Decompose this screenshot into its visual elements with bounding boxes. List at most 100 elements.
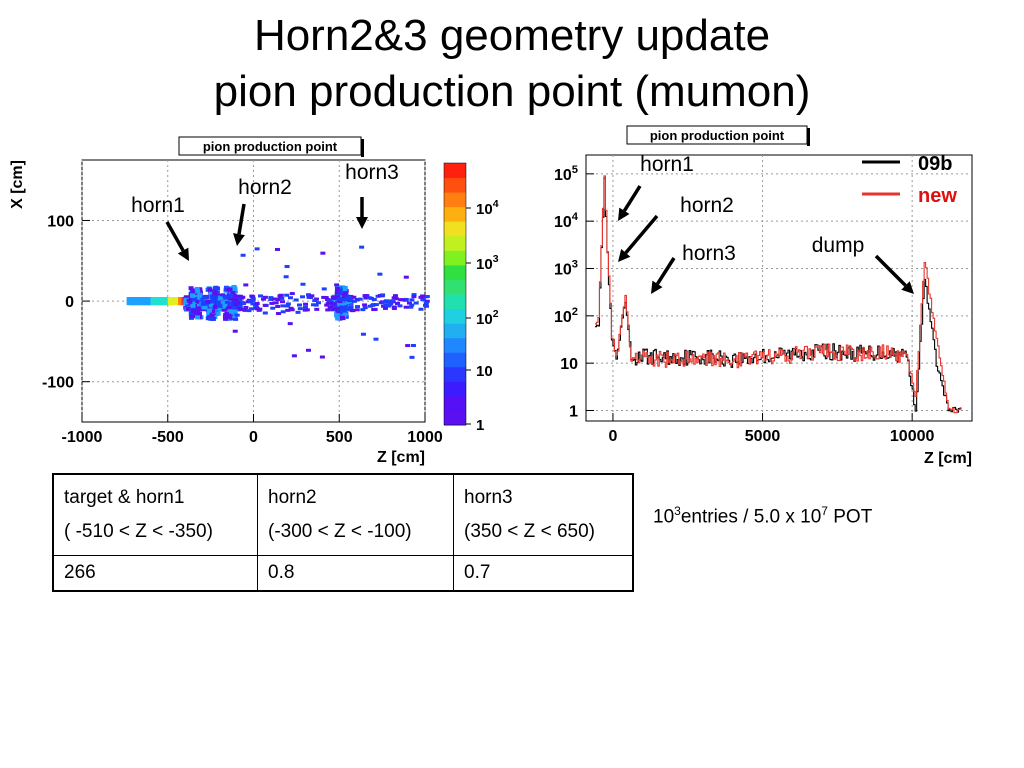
colorbar-label: 10 xyxy=(476,363,493,380)
heat-cell xyxy=(220,301,226,306)
x-tick-label: 5000 xyxy=(745,428,781,445)
legend-label: 09b xyxy=(918,153,952,175)
heat-cell xyxy=(340,286,346,291)
annotation-label: horn2 xyxy=(238,176,292,199)
heat-cell xyxy=(199,300,205,305)
heat-cell xyxy=(130,297,136,306)
heat-cell xyxy=(379,300,385,304)
heat-cell xyxy=(183,295,189,300)
heat-cell xyxy=(336,302,342,307)
heat-cell xyxy=(330,307,336,312)
heat-cell xyxy=(262,311,268,315)
x-tick-label: 0 xyxy=(249,429,258,446)
heat-cell xyxy=(195,310,201,315)
heat-cell xyxy=(331,301,337,306)
heat-cell xyxy=(332,304,338,309)
series-line-09b xyxy=(594,177,962,413)
heat-cell xyxy=(215,304,221,309)
heat-cell xyxy=(215,307,221,312)
heat-cell xyxy=(335,294,341,298)
heat-cell xyxy=(335,297,341,302)
heat-cell xyxy=(371,298,377,302)
heat-cell xyxy=(332,298,338,303)
heat-cell xyxy=(221,308,227,312)
heat-cell xyxy=(360,308,366,312)
heat-cell xyxy=(403,305,409,309)
heat-cell xyxy=(279,296,285,300)
heat-cell xyxy=(192,314,198,319)
heat-cell xyxy=(202,296,208,301)
heat-cell xyxy=(200,299,206,304)
heat-cell xyxy=(186,306,192,311)
heat-cell xyxy=(333,299,339,304)
heat-cell xyxy=(195,301,201,306)
heat-cell xyxy=(185,298,191,303)
header-range: (-300 < Z < -100) xyxy=(268,521,412,542)
heat-cell xyxy=(235,301,241,306)
heat-cell xyxy=(275,304,281,308)
heat-cell xyxy=(342,290,348,295)
y-tick-label: 104 xyxy=(554,211,579,231)
heat-cell xyxy=(202,300,208,305)
heat-cell xyxy=(235,296,241,301)
heat-cell xyxy=(237,306,243,311)
heat-cell xyxy=(344,297,350,302)
heat-cell xyxy=(202,295,208,300)
heat-cell xyxy=(214,291,220,296)
heat-cell xyxy=(200,297,206,302)
heat-cell xyxy=(206,300,212,305)
heat-cell xyxy=(230,286,236,291)
heat-cell xyxy=(129,297,135,306)
heat-cell xyxy=(275,298,281,302)
heat-cell xyxy=(336,310,342,315)
heat-cell xyxy=(285,308,291,312)
heat-cell xyxy=(348,303,354,308)
heat-cell xyxy=(342,287,348,292)
heat-cell xyxy=(187,300,193,305)
heat-cell xyxy=(341,290,347,295)
heat-cell xyxy=(219,295,225,300)
heat-cell xyxy=(220,305,226,310)
heat-cell xyxy=(219,296,225,301)
heat-cell xyxy=(193,294,199,299)
heat-cell xyxy=(364,294,370,298)
heat-cell xyxy=(231,314,237,319)
heat-cell xyxy=(234,302,240,307)
heat-cell xyxy=(336,308,342,313)
heat-cell xyxy=(204,299,210,304)
annotation-arrow-head xyxy=(901,281,914,294)
heat-cell xyxy=(240,295,246,299)
legend: 09b new xyxy=(862,153,957,207)
heat-cell xyxy=(202,295,208,300)
heat-cell xyxy=(224,288,230,293)
heat-cell xyxy=(202,299,208,304)
heat-cell xyxy=(189,293,195,298)
heat-cell xyxy=(239,307,245,311)
heat-cell xyxy=(219,302,225,307)
heat-cell xyxy=(331,296,337,301)
heat-cell xyxy=(227,289,233,294)
heat-cell xyxy=(223,299,229,304)
heat-cell xyxy=(221,301,227,306)
heat-cell xyxy=(346,300,352,305)
heat-cell xyxy=(190,306,196,311)
heat-cell xyxy=(214,301,220,306)
table-cell: 266 xyxy=(52,555,258,592)
heat-cell xyxy=(335,309,341,314)
heat-cell xyxy=(220,296,226,301)
heat-cell xyxy=(218,295,224,300)
heat-cell xyxy=(223,312,229,317)
heat-cell xyxy=(347,299,353,304)
heat-cell xyxy=(335,295,341,300)
heat-cell xyxy=(334,295,340,300)
heat-cell xyxy=(334,307,340,312)
heat-cell xyxy=(207,304,213,309)
heat-cell xyxy=(334,292,340,297)
heat-cell xyxy=(224,295,230,300)
heat-cell xyxy=(311,303,317,307)
heat-cell xyxy=(219,307,225,312)
heat-cell xyxy=(327,299,333,303)
heat-cell xyxy=(172,297,178,306)
heat-cell xyxy=(330,306,336,311)
heat-cell xyxy=(250,295,256,299)
